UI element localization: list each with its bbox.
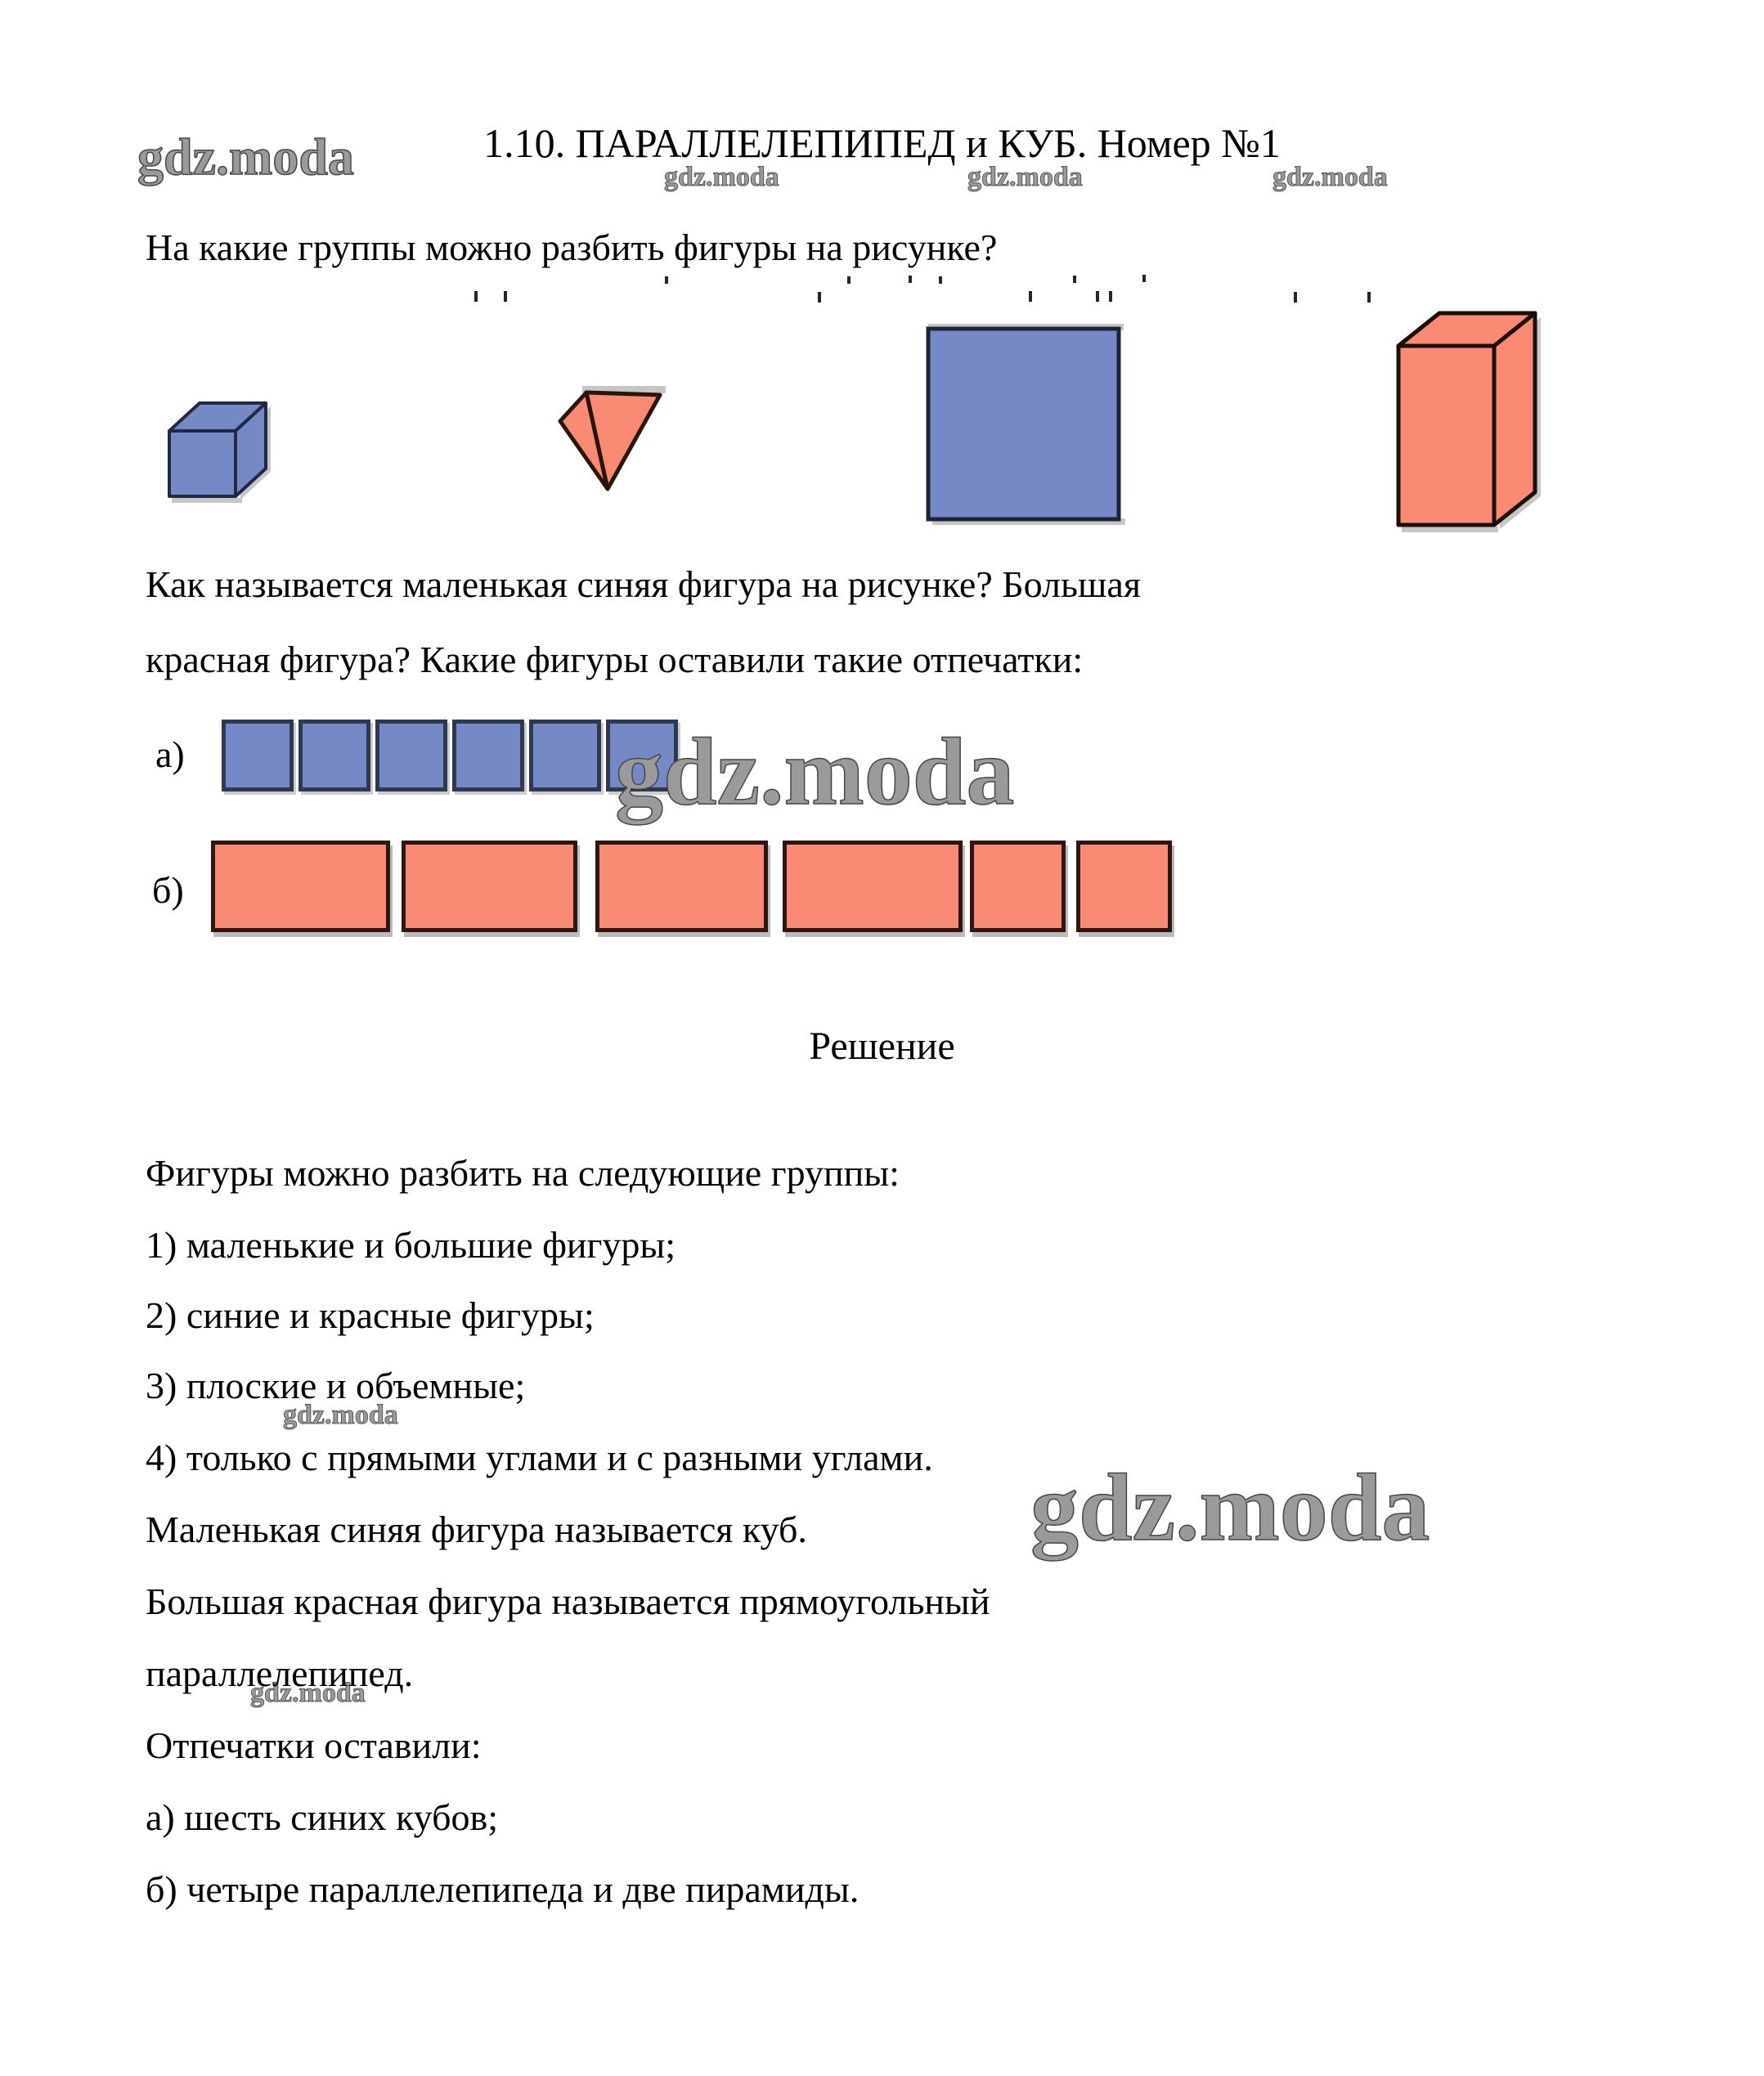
dash-mark xyxy=(504,291,507,302)
solution-line: 1) маленькие и большие фигуры; xyxy=(146,1224,676,1266)
solution-line: а) шесть синих кубов; xyxy=(146,1796,498,1838)
solution-line: Отпечатки оставили: xyxy=(146,1724,482,1766)
dash-mark xyxy=(1109,291,1112,302)
watermark-small-4: gdz.moda xyxy=(283,1400,399,1430)
question-2-line-2: красная фигура? Какие фигуры оставили та… xyxy=(146,639,1084,680)
stamp-square xyxy=(298,720,370,791)
solution-line: 3) плоские и объемные; xyxy=(146,1365,526,1406)
solution-heading: Решение xyxy=(809,1025,955,1068)
stamp-rect xyxy=(1076,841,1172,932)
watermark-top-small-3: gdz.moda xyxy=(1273,162,1389,192)
stamp-square xyxy=(222,720,294,791)
dash-mark xyxy=(847,276,851,284)
dash-mark xyxy=(1029,291,1032,302)
question-2-line-1: Как называется маленькая синяя фигура на… xyxy=(146,563,1141,605)
dash-mark xyxy=(1073,276,1076,283)
stamp-square xyxy=(529,720,601,791)
stamp-square xyxy=(375,720,447,791)
watermark-solution-large: gdz.moda xyxy=(1030,1454,1430,1561)
watermark-top-small-2: gdz.moda xyxy=(967,162,1084,192)
stamp-square xyxy=(452,720,524,791)
parallelepiped-figure xyxy=(1396,311,1541,532)
stamp-row-a-label: а) xyxy=(155,733,185,775)
stamp-rect xyxy=(595,841,768,932)
square-figure xyxy=(926,324,1125,525)
stamp-rect xyxy=(211,841,390,932)
dash-mark xyxy=(818,292,821,303)
dash-mark xyxy=(1142,275,1146,282)
stamp-rect xyxy=(402,841,577,932)
watermark-top-small-1: gdz.moda xyxy=(664,162,780,192)
stamp-rect xyxy=(970,841,1066,932)
solution-line: Маленькая синяя фигура называется куб. xyxy=(146,1509,807,1550)
cube-figure xyxy=(168,401,271,503)
watermark-middle-large: gdz.moda xyxy=(614,718,1015,825)
stamp-square xyxy=(606,720,678,791)
solution-line: Фигуры можно разбить на следующие группы… xyxy=(146,1152,900,1194)
dash-mark xyxy=(1367,292,1371,303)
solution-line: 4) только с прямыми углами и с разными у… xyxy=(146,1437,933,1478)
stamp-row-b-label: б) xyxy=(152,869,184,911)
dash-mark xyxy=(665,276,668,284)
page-title: 1.10. ПАРАЛЛЕЛЕПИПЕД и КУБ. Номер №1 xyxy=(483,120,1281,166)
watermark-small-5: gdz.moda xyxy=(250,1678,366,1708)
solution-line: б) четыре параллелепипеда и две пирамиды… xyxy=(146,1868,860,1910)
solution-line: Большая красная фигура называется прямоу… xyxy=(146,1581,990,1622)
figures-illustration xyxy=(168,311,1541,532)
dash-mark xyxy=(909,276,912,283)
watermark-top-left: gdz.moda xyxy=(137,128,354,186)
dash-mark xyxy=(474,291,478,302)
stamp-rect xyxy=(783,841,963,932)
dash-mark xyxy=(939,276,942,284)
dash-mark xyxy=(1294,292,1297,303)
pyramid-figure xyxy=(558,386,666,491)
question-1: На какие группы можно разбить фигуры на … xyxy=(146,226,998,268)
dash-mark xyxy=(1096,291,1099,302)
solution-line: параллелепипед. xyxy=(146,1652,414,1694)
solution-line: 2) синие и красные фигуры; xyxy=(146,1294,595,1336)
